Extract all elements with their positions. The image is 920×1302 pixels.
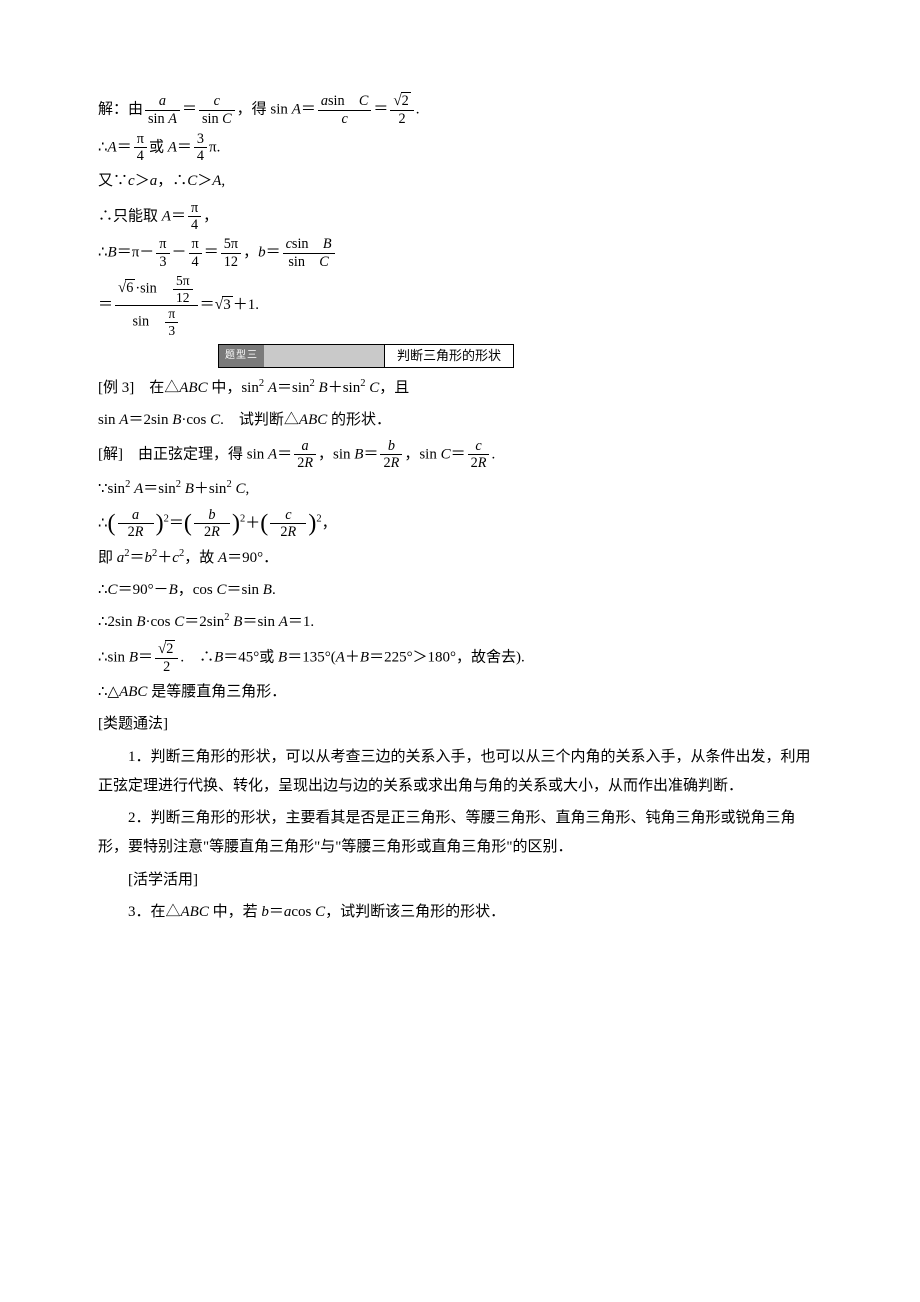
method-paragraph-1: 1．判断三角形的形状，可以从考查三边的关系入手，也可以从三个内角的关系入手，从条… bbox=[98, 743, 822, 802]
solution-line-4: ∴只能取 A＝π4， bbox=[98, 200, 822, 234]
example3-line-8: ∴2sin B·cos C＝2sin2 B＝sin A＝1. bbox=[98, 608, 822, 637]
section-type-label: 题型三 bbox=[219, 345, 264, 367]
example3-line-10: ∴△ABC 是等腰直角三角形． bbox=[98, 678, 822, 707]
example3-line-4: ∵sin2 A＝sin2 B＋sin2 C, bbox=[98, 475, 822, 504]
section-bar-spacer bbox=[264, 345, 384, 367]
example3-line-7: ∴C＝90°－B，cos C＝sin B. bbox=[98, 576, 822, 605]
example3-line-3: [解] 由正弦定理，得 sin A＝a2R，sin B＝b2R，sin C＝c2… bbox=[98, 438, 822, 472]
method-heading: [类题通法] bbox=[98, 710, 822, 739]
solution-line-1: 解：由asin A＝csin C，得 sin A＝asin Cc＝√22. bbox=[98, 93, 822, 128]
example3-line-6: 即 a2＝b2＋c2，故 A＝90°． bbox=[98, 544, 822, 573]
solution-line-5: ∴B＝π－π3－π4＝5π12，b＝csin Bsin C bbox=[98, 236, 822, 270]
practice-heading: [活学活用] bbox=[98, 866, 822, 895]
section-heading-bar: 题型三 判断三角形的形状 bbox=[218, 344, 514, 368]
practice-problem-3: 3．在△ABC 中，若 b＝acos C，试判断该三角形的形状． bbox=[98, 898, 822, 927]
solution-line-3: 又∵c＞a，∴C＞A, bbox=[98, 167, 822, 196]
example3-line-9: ∴sin B＝√22. ∴B＝45°或 B＝135°(A＋B＝225°＞180°… bbox=[98, 641, 822, 676]
document-page: 解：由asin A＝csin C，得 sin A＝asin Cc＝√22. ∴A… bbox=[0, 0, 920, 1302]
example3-line-5: ∴(a 2R )2＝(b 2R )2＋(c 2R )2， bbox=[98, 507, 822, 541]
example3-line-2: sin A＝2sin B·cos C. 试判断△ABC 的形状． bbox=[98, 406, 822, 435]
method-paragraph-2: 2．判断三角形的形状，主要看其是否是正三角形、等腰三角形、直角三角形、钝角三角形… bbox=[98, 804, 822, 863]
section-bar-row: 题型三 判断三角形的形状 bbox=[98, 341, 822, 370]
example3-line-1: [例 3] 在△ABC 中，sin2 A＝sin2 B＋sin2 C，且 bbox=[98, 374, 822, 403]
solution-line-6: ＝√6·sin 5π12sin π3＝√3＋1. bbox=[98, 273, 822, 338]
solution-line-2: ∴A＝π4或 A＝34π. bbox=[98, 131, 822, 165]
section-title-label: 判断三角形的形状 bbox=[384, 345, 513, 367]
